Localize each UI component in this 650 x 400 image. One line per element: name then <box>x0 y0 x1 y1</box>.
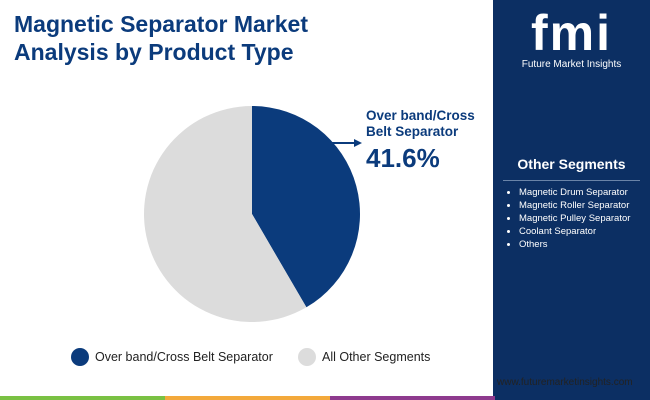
logo: fmi <box>531 5 612 61</box>
segment-item: Others <box>519 238 630 251</box>
segments-heading: Other Segments <box>517 156 626 172</box>
callout-arrow <box>354 139 362 147</box>
legend-swatch <box>298 348 316 366</box>
value-label: 41.6% <box>366 143 440 173</box>
divider <box>503 180 640 181</box>
pie-slice <box>252 106 361 308</box>
callout: Over band/Cross Belt Separator <box>366 108 475 139</box>
color-strip <box>0 396 650 400</box>
pie-slice <box>144 106 307 322</box>
segment-item: Magnetic Pulley Separator <box>519 212 630 225</box>
brand: Future Market Insights <box>521 59 622 70</box>
segment-item: Coolant Separator <box>519 225 630 238</box>
legend-label: Over band/Cross Belt Separator <box>95 350 273 364</box>
url: www.futuremarketinsights.com <box>497 377 633 388</box>
segment-item: Magnetic Drum Separator <box>519 186 630 199</box>
segment-item: Magnetic Roller Separator <box>519 199 630 212</box>
segment-list: Magnetic Drum SeparatorMagnetic Roller S… <box>505 186 630 251</box>
legend-label: All Other Segments <box>322 350 430 364</box>
chart: Over band/Cross Belt Separator 41.6% Over … <box>71 106 475 366</box>
callout-label: Over band/Cross Belt Separator <box>366 108 475 139</box>
sidebar: fmi Future Market Insights Other Segment… <box>493 0 650 396</box>
chart-title: Magnetic Separator Market Analysis by Pr… <box>14 11 308 65</box>
legend-swatch <box>71 348 89 366</box>
